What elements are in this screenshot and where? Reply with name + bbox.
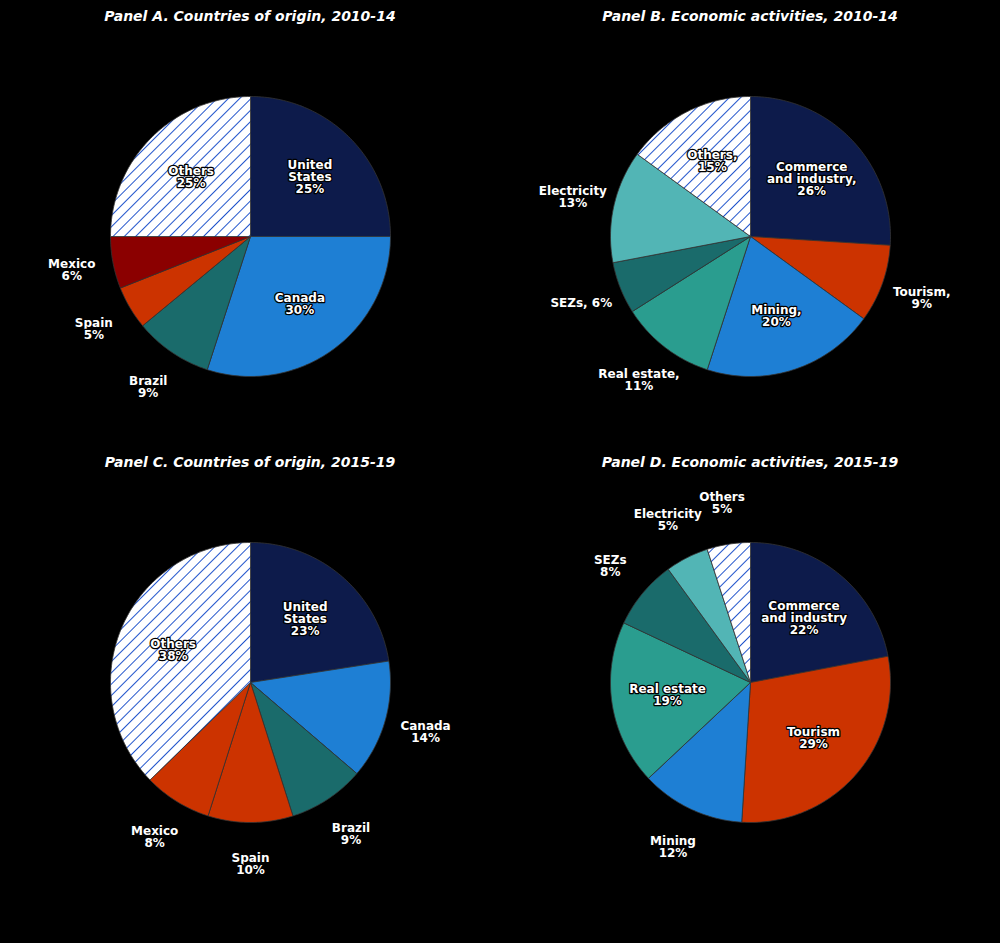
svg-text:Real estate19%: Real estate19% [629,682,706,708]
svg-text:Commerceand industry,26%: Commerceand industry,26% [767,160,856,198]
svg-text:Mexico8%: Mexico8% [131,824,178,850]
html-text:Panel B. Economic activities,: Panel B. Economic activities, 2010-14 [602,8,898,24]
svg-text:SEZs8%: SEZs8% [594,553,627,579]
html-text:Panel D. Economic activities,: Panel D. Economic activities, 2015-19 [601,454,899,470]
svg-text:SEZs, 6%: SEZs, 6% [550,296,612,310]
svg-text:Tourism,9%: Tourism,9% [893,285,951,311]
svg-text:Others38%: Others38% [150,637,196,663]
svg-text:Commerceand industry22%: Commerceand industry22% [761,599,847,637]
svg-text:UnitedStates23%: UnitedStates23% [283,600,328,638]
svg-text:Spain5%: Spain5% [75,316,113,342]
svg-text:Spain10%: Spain10% [232,851,270,877]
svg-text:Brazil9%: Brazil9% [129,374,167,400]
svg-text:Brazil9%: Brazil9% [332,821,370,847]
svg-text:Others25%: Others25% [168,164,214,190]
html-text:Panel A. Countries of origin,: Panel A. Countries of origin, 2010-14 [104,8,396,24]
svg-text:UnitedStates25%: UnitedStates25% [287,158,332,196]
svg-text:Canada30%: Canada30% [275,291,325,317]
html-text:Panel C. Countries of origin,: Panel C. Countries of origin, 2015-19 [104,454,396,470]
svg-text:Mexico6%: Mexico6% [48,257,95,283]
svg-text:Mining12%: Mining12% [650,834,696,860]
svg-text:Others,15%: Others,15% [687,148,737,174]
svg-text:Real estate,11%: Real estate,11% [598,367,679,393]
svg-text:Mining,20%: Mining,20% [751,303,801,329]
svg-text:Tourism29%: Tourism29% [787,725,840,751]
svg-text:Electricity13%: Electricity13% [539,184,607,210]
svg-text:Canada14%: Canada14% [400,719,450,745]
svg-text:Others5%: Others5% [699,490,745,516]
svg-text:Electricity5%: Electricity5% [634,507,702,533]
